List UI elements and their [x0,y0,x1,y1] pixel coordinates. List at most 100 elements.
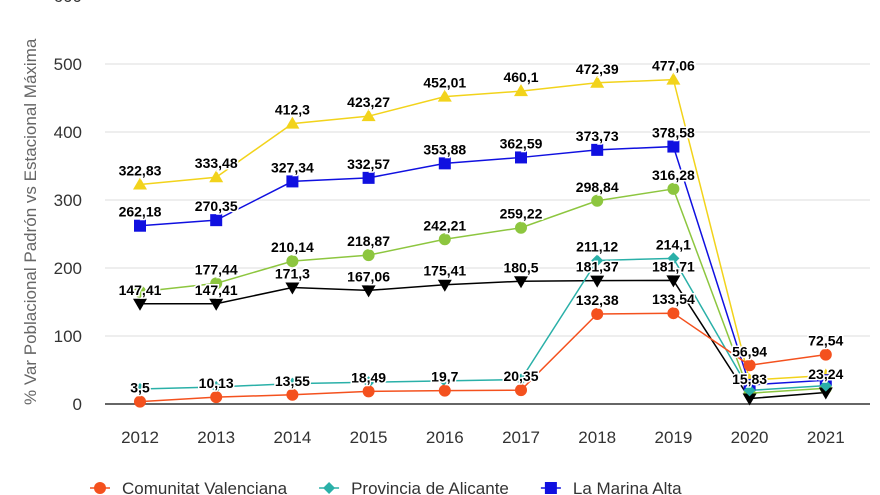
y-tick-label: 200 [54,259,82,278]
data-point [437,89,452,102]
data-point [361,109,376,122]
data-point [590,75,605,88]
data-point [362,249,375,262]
data-label: 373,73 [576,128,619,144]
data-point [591,194,604,207]
legend-label: La Marina Alta [573,479,682,495]
x-tick-label: 2014 [273,428,311,447]
data-point [515,221,527,234]
data-point [438,384,451,397]
data-label: 452,01 [423,75,466,91]
data-label: 327,34 [271,159,314,175]
data-label: 412,3 [275,102,310,118]
data-point [438,157,451,170]
data-point [210,381,223,393]
data-label: 72,54 [808,333,843,349]
legend-label: Comunitat Valenciana [122,479,288,495]
data-point [666,72,681,85]
data-point [210,391,223,404]
data-label: 460,1 [503,69,538,85]
data-point [209,298,224,311]
x-tick-label: 2019 [654,428,692,447]
data-label: 322,83 [119,162,162,178]
data-label: 132,38 [576,292,619,308]
data-point [438,233,451,246]
data-point [819,379,832,392]
data-label: 210,14 [271,239,314,255]
data-point [209,170,224,183]
data-point [591,254,604,267]
data-point [743,384,756,397]
x-tick-label: 2013 [197,428,235,447]
data-label: 378,58 [652,125,695,141]
series-line [139,145,826,386]
data-point [286,175,299,188]
x-tick-label: 2017 [502,428,540,447]
data-label: 3,5 [130,380,150,396]
data-label: 167,06 [347,268,390,284]
x-tick-label: 2012 [121,428,159,447]
data-point [210,214,223,227]
data-point [667,252,680,265]
data-label: 353,88 [423,141,466,157]
data-point [742,393,757,406]
data-label: 20,35 [503,368,538,384]
data-point [515,151,527,164]
x-tick-label: 2020 [731,428,769,447]
data-point [286,377,299,390]
y-tick-label: 100 [54,327,82,346]
data-point [515,373,527,386]
data-label: 316,28 [652,167,695,183]
data-point [667,140,680,153]
data-point [285,282,300,295]
x-tick-label: 2016 [426,428,464,447]
series-line [139,78,826,381]
y-tick-label: 0 [73,395,82,414]
data-point [134,219,146,232]
data-label: 211,12 [576,238,618,254]
data-label: 180,5 [503,259,538,275]
data-point [286,255,299,268]
legend-marker [94,482,106,494]
data-label: 262,18 [119,204,162,220]
data-label: 18,49 [351,369,386,385]
legend-marker [323,482,336,494]
data-point [514,276,528,289]
data-point [285,116,300,129]
data-label: 362,59 [500,135,543,151]
data-point [134,285,146,298]
data-label: 171,3 [275,266,310,282]
data-label: 242,21 [423,217,466,233]
data-label: 472,39 [576,61,619,77]
data-label: 133,54 [652,291,695,307]
data-point [667,307,680,320]
series-line [139,312,826,403]
data-label: 298,84 [576,179,619,195]
data-point [286,388,299,401]
data-label: 175,41 [423,263,466,279]
data-label: 177,44 [195,261,238,277]
y-tick-label: 600 [54,0,82,6]
data-label: 259,22 [500,206,543,222]
series-line [139,188,826,395]
data-label: 270,35 [195,198,238,214]
x-tick-label: 2018 [578,428,616,447]
data-point [515,384,527,397]
data-label: 147,41 [119,282,162,298]
y-tick-label: 500 [54,55,82,74]
data-label: 13,55 [275,373,310,389]
data-point [362,376,375,389]
data-point [667,182,680,195]
data-label: 15,83 [732,371,767,387]
data-point [819,348,832,361]
data-label: 333,48 [195,155,238,171]
data-label: 10,13 [199,375,234,391]
data-point [514,84,528,97]
data-point [362,385,375,398]
data-label: 218,87 [347,233,390,249]
data-label: 332,57 [347,156,390,172]
data-point [133,298,147,311]
data-label: 181,37 [576,259,619,275]
x-tick-label: 2021 [807,428,845,447]
